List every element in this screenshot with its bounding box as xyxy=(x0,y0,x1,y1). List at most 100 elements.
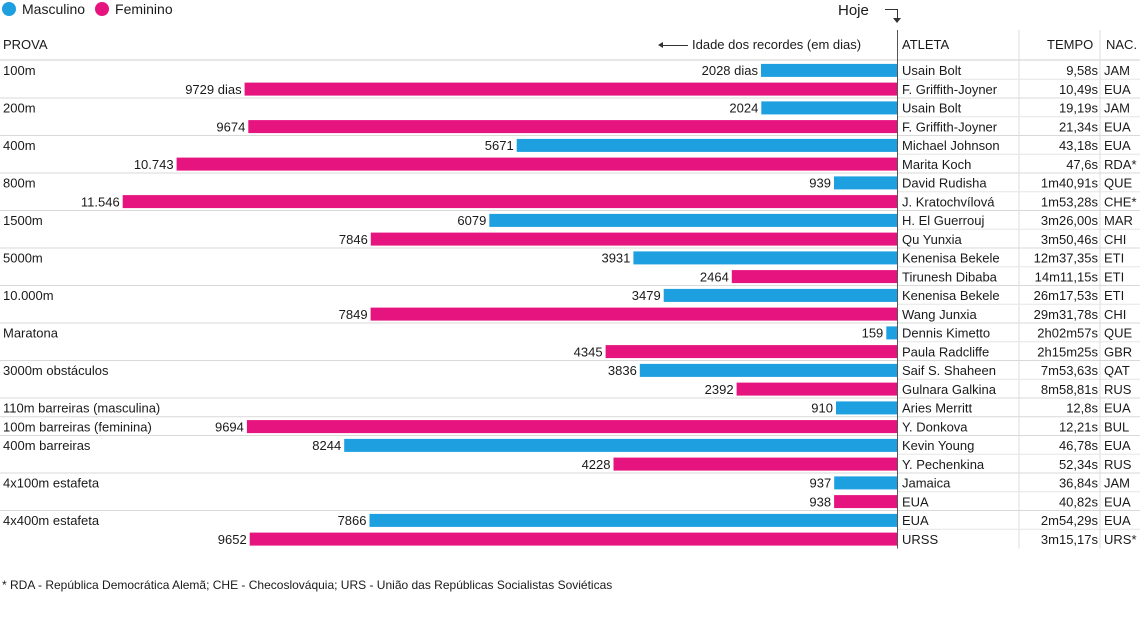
record-time: 8m58,81s xyxy=(1041,382,1099,397)
data-label: 2024 xyxy=(729,101,758,116)
athlete-name: Y. Pechenkina xyxy=(902,457,985,472)
athlete-name: H. El Guerrouj xyxy=(902,213,984,228)
nationality: EUA xyxy=(1104,401,1131,416)
nationality: ETI xyxy=(1104,269,1124,284)
data-label: 10.743 xyxy=(134,157,174,172)
column-header-prova: PROVA xyxy=(3,37,48,52)
record-time: 46,78s xyxy=(1059,438,1099,453)
event-label: 4x100m estafeta xyxy=(3,476,100,491)
athlete-name: Paula Radcliffe xyxy=(902,344,989,359)
bar-feminino xyxy=(122,195,897,209)
athlete-name: Michael Johnson xyxy=(902,138,1000,153)
bar-masculino xyxy=(516,138,897,152)
data-label: 939 xyxy=(809,176,831,191)
event-label: 5000m xyxy=(3,251,43,266)
nationality: JAM xyxy=(1104,63,1130,78)
event-label: 400m barreiras xyxy=(3,438,91,453)
record-time: 3m15,17s xyxy=(1041,532,1099,547)
record-time: 1m53,28s xyxy=(1041,194,1099,209)
bar-masculino xyxy=(344,438,897,452)
athlete-name: Dennis Kimetto xyxy=(902,326,990,341)
record-time: 12,8s xyxy=(1066,401,1098,416)
nationality: EUA xyxy=(1104,82,1131,97)
legend-item-masculino: Masculino xyxy=(2,1,85,17)
data-label: 9674 xyxy=(216,119,245,134)
data-label: 2028 dias xyxy=(702,63,759,78)
data-label: 9694 xyxy=(215,419,244,434)
data-label: 11.546 xyxy=(81,194,120,209)
nationality: QUE xyxy=(1104,176,1133,191)
nationality: ETI xyxy=(1104,288,1124,303)
athlete-name: Saif S. Shaheen xyxy=(902,363,996,378)
bar-feminino xyxy=(370,307,898,321)
event-label: 100m xyxy=(3,63,36,78)
record-time: 1m40,91s xyxy=(1041,176,1099,191)
athlete-name: Usain Bolt xyxy=(902,101,962,116)
data-label: 2464 xyxy=(700,269,729,284)
record-time: 26m17,53s xyxy=(1034,288,1099,303)
nationality: QUE xyxy=(1104,326,1133,341)
bar-masculino xyxy=(834,476,897,490)
bar-masculino xyxy=(633,251,897,265)
athlete-name: URSS xyxy=(902,532,938,547)
nationality: URS* xyxy=(1104,532,1137,547)
record-time: 3m50,46s xyxy=(1041,232,1099,247)
record-time: 19,19s xyxy=(1059,101,1099,116)
event-label: 110m barreiras (masculina) xyxy=(3,401,160,416)
data-label: 9652 xyxy=(218,532,247,547)
data-label: 910 xyxy=(811,401,833,416)
data-label: 3931 xyxy=(601,251,630,266)
today-arrow-icon xyxy=(893,18,901,23)
record-time: 9,58s xyxy=(1066,63,1098,78)
axis-note-label: Idade dos recordes (em dias) xyxy=(692,37,862,52)
event-label: 10.000m xyxy=(3,288,54,303)
nationality: MAR xyxy=(1104,213,1133,228)
bar-masculino xyxy=(489,213,897,227)
bar-masculino xyxy=(761,63,897,77)
athlete-name: Gulnara Galkina xyxy=(902,382,997,397)
nationality: EUA xyxy=(1104,119,1131,134)
data-label: 3836 xyxy=(608,363,637,378)
record-time: 2h02m57s xyxy=(1037,326,1098,341)
nationality: GBR xyxy=(1104,344,1132,359)
nationality: CHI xyxy=(1104,307,1126,322)
legend-label-masculino: Masculino xyxy=(22,1,86,17)
event-label: 800m xyxy=(3,176,36,191)
data-label: 7849 xyxy=(339,307,368,322)
nationality: BUL xyxy=(1104,419,1129,434)
nationality: EUA xyxy=(1104,513,1131,528)
bar-feminino xyxy=(249,532,897,546)
column-header-nac: NAC. xyxy=(1106,37,1138,52)
event-label: 100m barreiras (feminina) xyxy=(3,419,152,434)
record-time: 43,18s xyxy=(1059,138,1099,153)
column-header-atleta: ATLETA xyxy=(902,37,950,52)
data-label: 3479 xyxy=(632,288,661,303)
event-label: 400m xyxy=(3,138,36,153)
athlete-name: Kenenisa Bekele xyxy=(902,251,1000,266)
nationality: RUS xyxy=(1104,457,1132,472)
axis-note: Idade dos recordes (em dias) xyxy=(658,37,862,52)
legend-label-feminino: Feminino xyxy=(115,1,173,17)
bar-feminino xyxy=(248,120,898,134)
data-label: 937 xyxy=(809,476,831,491)
record-time: 40,82s xyxy=(1059,494,1099,509)
event-label: 3000m obstáculos xyxy=(3,363,109,378)
athlete-name: Y. Donkova xyxy=(902,419,968,434)
event-label: 200m xyxy=(3,101,36,116)
bar-masculino xyxy=(836,401,897,415)
bar-masculino xyxy=(663,288,897,302)
record-time: 21,34s xyxy=(1059,119,1099,134)
athlete-name: David Rudisha xyxy=(902,176,987,191)
nationality: ETI xyxy=(1104,251,1124,266)
nationality: EUA xyxy=(1104,494,1131,509)
bar-masculino xyxy=(834,176,897,190)
record-time: 7m53,63s xyxy=(1041,363,1099,378)
data-label: 159 xyxy=(862,326,884,341)
athlete-name: F. Griffith-Joyner xyxy=(902,82,998,97)
athlete-name: Kenenisa Bekele xyxy=(902,288,1000,303)
nationality: RUS xyxy=(1104,382,1132,397)
athlete-name: EUA xyxy=(902,494,929,509)
athlete-name: Kevin Young xyxy=(902,438,974,453)
bar-masculino xyxy=(886,326,897,340)
bar-feminino xyxy=(370,232,897,246)
